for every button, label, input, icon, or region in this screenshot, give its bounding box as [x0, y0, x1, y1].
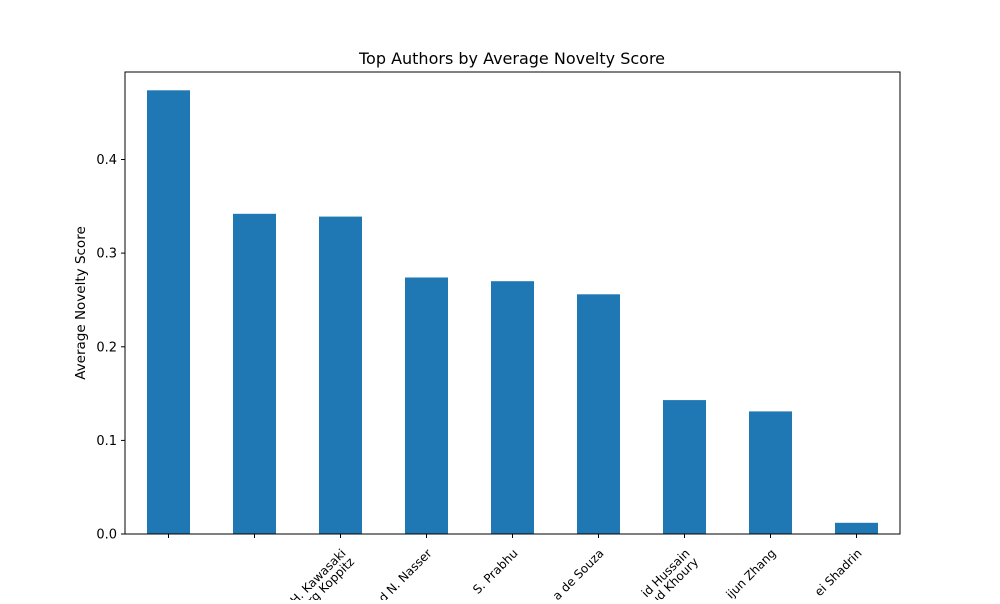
bar-8 [749, 411, 792, 534]
bar-4 [405, 277, 448, 534]
bar-2 [233, 213, 276, 535]
y-tick-label-3: 0.2 [96, 340, 117, 355]
bar-9 [835, 522, 878, 534]
y-axis-label: Average Novelty Score [73, 226, 89, 380]
bars-layer [147, 90, 878, 535]
bar-3 [319, 216, 362, 534]
y-tick-label-5: 0.4 [96, 153, 117, 168]
bar-7 [663, 400, 706, 534]
y-tick-label-4: 0.3 [96, 247, 117, 262]
chart-title: Top Authors by Average Novelty Score [358, 49, 665, 68]
bar-1 [147, 90, 190, 535]
plot-frame [124, 71, 901, 535]
bar-5 [491, 281, 534, 534]
y-tick-label-2: 0.1 [96, 434, 117, 449]
y-axis: 0.0 0.1 0.2 0.3 0.4 [96, 153, 125, 543]
y-tick-label-1: 0.0 [96, 528, 117, 543]
bar-6 [577, 294, 620, 534]
